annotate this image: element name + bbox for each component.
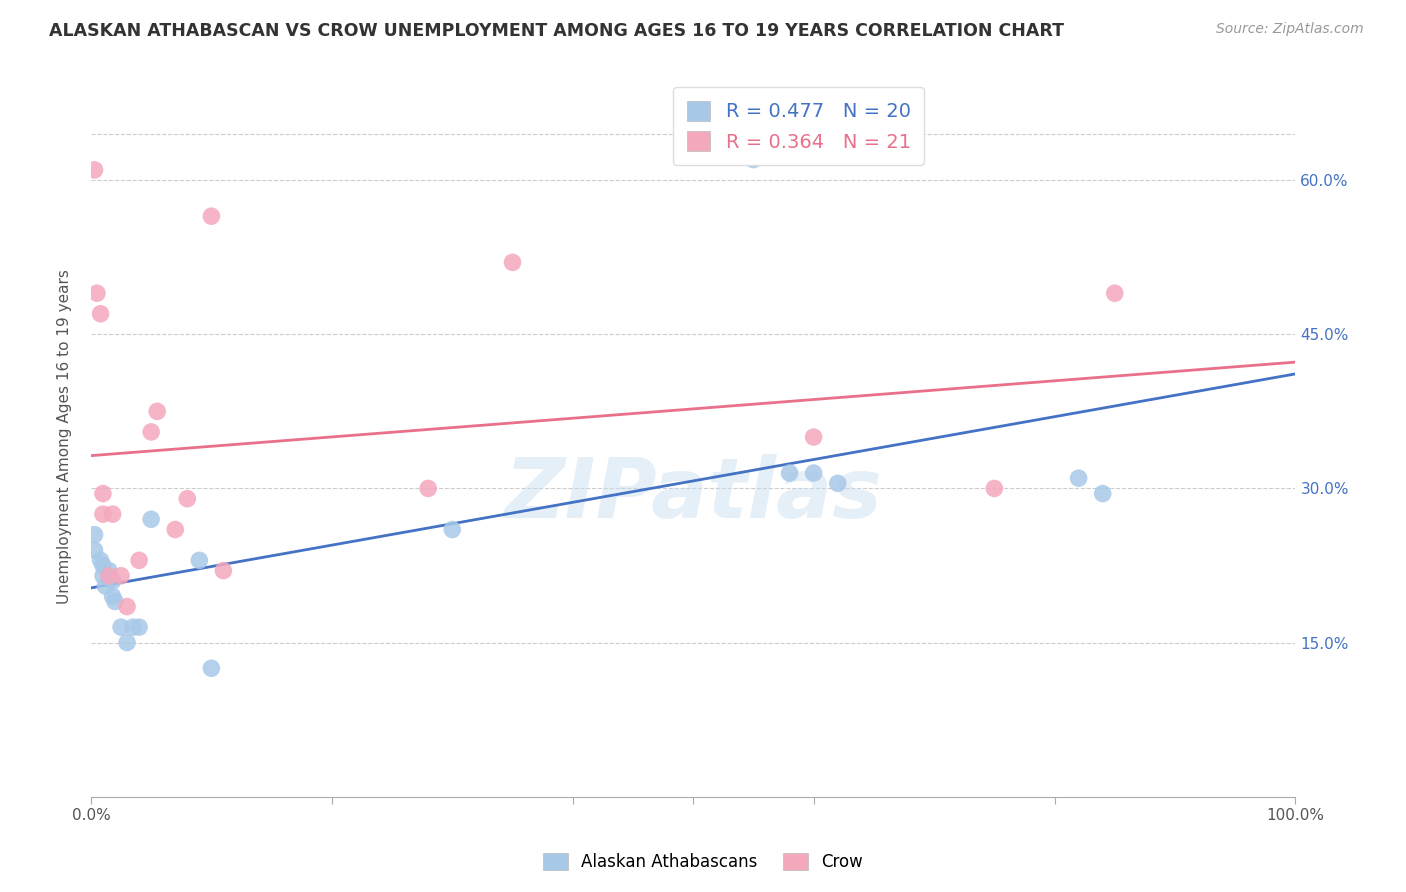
Legend: Alaskan Athabascans, Crow: Alaskan Athabascans, Crow [534, 845, 872, 880]
Point [94, 579, 117, 593]
Text: Source: ZipAtlas.com: Source: ZipAtlas.com [1216, 22, 1364, 37]
Point [1104, 286, 1126, 301]
Point [803, 430, 825, 444]
Point [165, 523, 187, 537]
Point [101, 507, 124, 521]
Point [115, 599, 138, 614]
Point [83, 543, 105, 558]
Point [98, 568, 121, 582]
Point [91, 507, 114, 521]
Point [91, 568, 114, 582]
Legend: R = 0.477   N = 20, R = 0.364   N = 21: R = 0.477 N = 20, R = 0.364 N = 21 [673, 87, 924, 165]
Point [91, 486, 114, 500]
Point [115, 635, 138, 649]
Point [188, 553, 211, 567]
Point [200, 209, 222, 223]
Point [779, 466, 801, 480]
Point [128, 620, 150, 634]
Point [742, 153, 765, 167]
Point [90, 553, 112, 567]
Point [90, 307, 112, 321]
Point [441, 523, 464, 537]
Point [83, 527, 105, 541]
Point [803, 466, 825, 480]
Y-axis label: Unemployment Among Ages 16 to 19 years: Unemployment Among Ages 16 to 19 years [58, 269, 72, 605]
Point [91, 558, 114, 573]
Point [110, 620, 132, 634]
Point [827, 476, 849, 491]
Text: ZIPatlas: ZIPatlas [505, 454, 882, 535]
Point [502, 255, 524, 269]
Point [83, 162, 105, 177]
Text: ALASKAN ATHABASCAN VS CROW UNEMPLOYMENT AMONG AGES 16 TO 19 YEARS CORRELATION CH: ALASKAN ATHABASCAN VS CROW UNEMPLOYMENT … [49, 22, 1064, 40]
Point [983, 482, 1005, 496]
Point [104, 594, 127, 608]
Point [101, 574, 124, 588]
Point [146, 404, 169, 418]
Point [1067, 471, 1090, 485]
Point [122, 620, 145, 634]
Point [110, 568, 132, 582]
Point [418, 482, 440, 496]
Point [141, 512, 163, 526]
Point [176, 491, 198, 506]
Point [212, 564, 235, 578]
Point [200, 661, 222, 675]
Point [141, 425, 163, 439]
Point [1091, 486, 1114, 500]
Point [101, 590, 124, 604]
Point [98, 564, 121, 578]
Point [128, 553, 150, 567]
Point [86, 286, 108, 301]
